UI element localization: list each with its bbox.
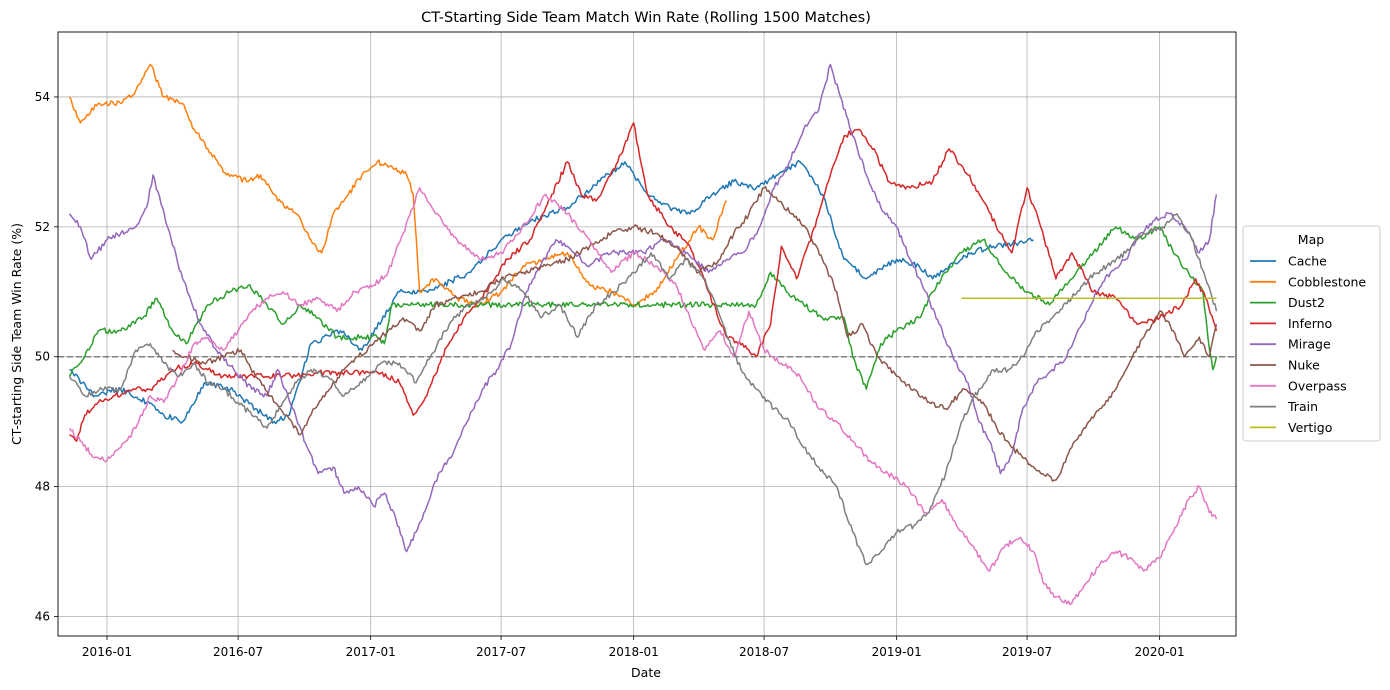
legend-label-nuke: Nuke (1288, 358, 1320, 373)
x-axis: 2016-01 2016-07 2017-01 2017-07 2018-01 2018-… (82, 636, 1185, 659)
series-line-train (68, 213, 1218, 566)
y-tick-label: 54 (35, 90, 50, 104)
series-line-cobblestone (68, 63, 728, 307)
y-tick-label: 48 (35, 480, 50, 494)
chart-title: CT-Starting Side Team Match Win Rate (Ro… (421, 10, 871, 26)
series-line-dust2 (68, 226, 1218, 390)
x-tick-label: 2016-01 (82, 645, 132, 659)
x-tick-label: 2020-01 (1135, 645, 1185, 659)
plot-frame (57, 31, 1237, 637)
x-tick-label: 2016-07 (213, 645, 263, 659)
legend-label-cache: Cache (1288, 254, 1327, 269)
y-tick-label: 46 (35, 610, 50, 624)
x-tick-label: 2019-01 (872, 645, 922, 659)
legend-label-overpass: Overpass (1288, 378, 1347, 393)
legend-label-inferno: Inferno (1288, 316, 1332, 331)
x-axis-label: Date (631, 665, 661, 680)
y-tick-label: 50 (35, 350, 50, 364)
x-tick-label: 2017-01 (346, 645, 396, 659)
legend-items: Cache Cobblestone Dust2 Inferno Mirage Nuke Ov… (1250, 254, 1366, 435)
series-line-mirage (68, 63, 1218, 553)
legend-title: Map (1298, 232, 1324, 247)
x-tick-label: 2017-07 (476, 645, 526, 659)
x-tick-label: 2018-07 (739, 645, 789, 659)
series-layer (68, 63, 1218, 606)
legend-label-train: Train (1287, 399, 1318, 414)
grid (58, 32, 1236, 636)
legend-frame (1242, 225, 1381, 442)
legend-label-cobblestone: Cobblestone (1288, 274, 1366, 289)
legend-label-vertigo: Vertigo (1288, 420, 1332, 435)
legend-label-mirage: Mirage (1288, 337, 1331, 352)
y-axis: 46 48 50 52 54 (35, 90, 58, 624)
series-line-cache (69, 159, 1034, 425)
series-line-inferno (69, 122, 1218, 442)
y-tick-label: 52 (35, 220, 50, 234)
y-axis-label: CT-starting Side Team Win Rate (%) (9, 223, 24, 445)
legend-label-dust2: Dust2 (1288, 295, 1325, 310)
x-tick-label: 2019-07 (1002, 645, 1052, 659)
legend: Map Cache Cobblestone Dust2 Inferno Mirage Nu… (1242, 225, 1381, 442)
x-tick-label: 2018-01 (609, 645, 659, 659)
